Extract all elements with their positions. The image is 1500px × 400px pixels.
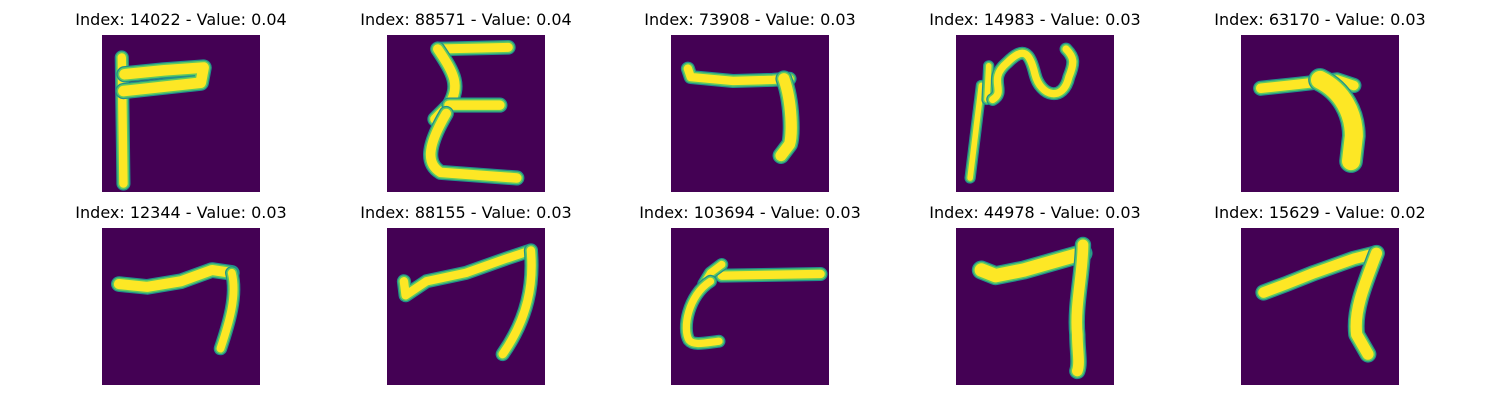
digit-stroke xyxy=(113,265,237,292)
panel-title: Index: 88155 - Value: 0.03 xyxy=(360,203,572,222)
panel-6: Index: 12344 - Value: 0.03 xyxy=(51,203,311,393)
digit-stroke xyxy=(498,246,536,359)
digit-stroke xyxy=(216,268,238,353)
digit-stroke xyxy=(974,246,1090,283)
digit-image xyxy=(102,35,260,192)
digit-stroke xyxy=(399,246,536,300)
digit-stroke xyxy=(717,269,825,280)
digit-image xyxy=(956,35,1114,192)
digit-stroke xyxy=(775,73,797,162)
panel-title: Index: 44978 - Value: 0.03 xyxy=(929,203,1141,222)
digit-image xyxy=(671,35,829,192)
digit-image xyxy=(102,228,260,385)
panel-5: Index: 63170 - Value: 0.03 xyxy=(1190,10,1450,200)
digit-stroke xyxy=(433,42,513,54)
digit-background xyxy=(671,35,829,192)
digit-stroke xyxy=(1350,247,1383,360)
digit-stroke xyxy=(1310,70,1363,171)
digit-image xyxy=(1241,228,1399,385)
digit-image xyxy=(671,228,829,385)
panel-title: Index: 63170 - Value: 0.03 xyxy=(1214,10,1426,29)
digit-background xyxy=(1241,35,1399,192)
digit-image xyxy=(387,228,545,385)
panel-3: Index: 73908 - Value: 0.03 xyxy=(620,10,880,200)
panel-10: Index: 15629 - Value: 0.02 xyxy=(1190,203,1450,393)
panel-title: Index: 15629 - Value: 0.02 xyxy=(1214,203,1426,222)
panel-title: Index: 73908 - Value: 0.03 xyxy=(644,10,856,29)
digit-stroke xyxy=(989,45,1077,104)
panel-2: Index: 88571 - Value: 0.04 xyxy=(336,10,596,200)
digit-stroke xyxy=(118,62,209,97)
digit-stroke xyxy=(425,108,522,183)
panel-8: Index: 103694 - Value: 0.03 xyxy=(620,203,880,393)
panel-title: Index: 103694 - Value: 0.03 xyxy=(639,203,861,222)
panel-title: Index: 88571 - Value: 0.04 xyxy=(360,10,572,29)
panel-title: Index: 14022 - Value: 0.04 xyxy=(75,10,287,29)
panel-9: Index: 44978 - Value: 0.03 xyxy=(905,203,1165,393)
panel-7: Index: 88155 - Value: 0.03 xyxy=(336,203,596,393)
panel-title: Index: 14983 - Value: 0.03 xyxy=(929,10,1141,29)
panel-1: Index: 14022 - Value: 0.04 xyxy=(51,10,311,200)
digit-stroke xyxy=(984,63,992,103)
digit-stroke xyxy=(682,277,723,348)
digit-stroke xyxy=(967,82,985,181)
digit-stroke xyxy=(1258,247,1382,298)
panel-4: Index: 14983 - Value: 0.03 xyxy=(905,10,1165,200)
digit-image xyxy=(1241,35,1399,192)
digit-background xyxy=(387,35,545,192)
panel-title: Index: 12344 - Value: 0.03 xyxy=(75,203,287,222)
digit-image xyxy=(956,228,1114,385)
digit-image xyxy=(387,35,545,192)
digit-stroke xyxy=(1071,239,1089,377)
